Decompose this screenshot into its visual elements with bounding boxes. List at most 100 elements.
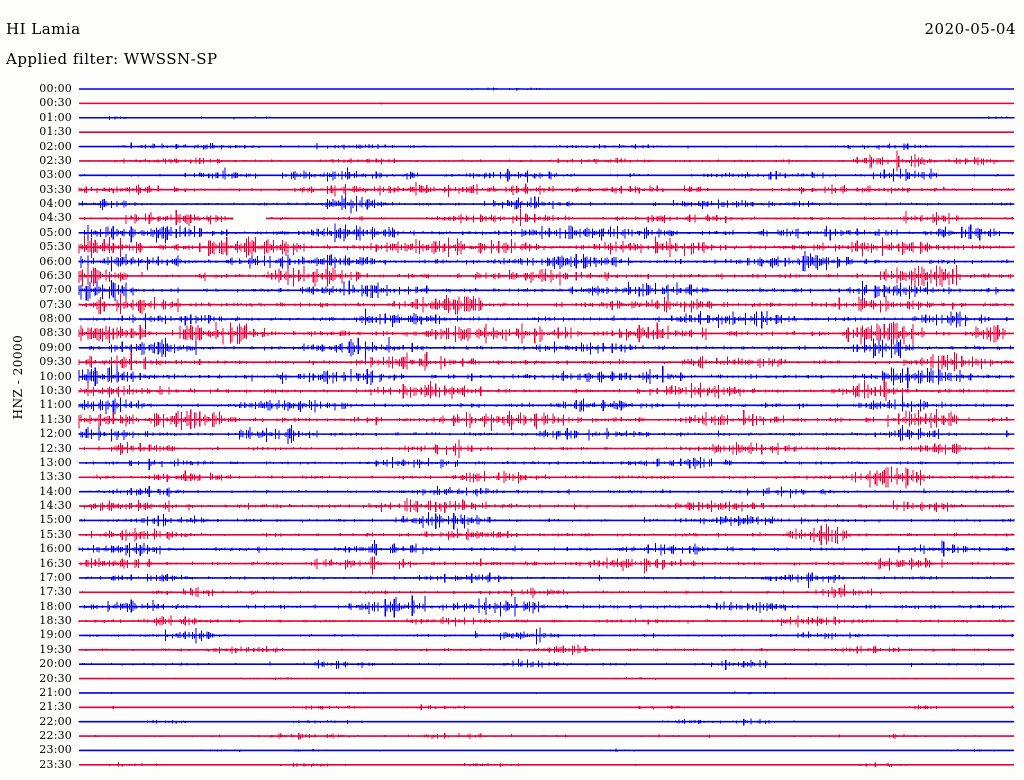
trace-waveform — [78, 322, 1011, 345]
trace-waveform — [78, 308, 1011, 330]
station-title: HI Lamia — [6, 20, 81, 38]
trace-waveform — [82, 584, 1015, 598]
time-label-1830: 18:30 — [39, 614, 72, 628]
trace-waveform — [78, 424, 1015, 445]
trace-waveform — [78, 396, 1013, 416]
time-label-2300: 23:00 — [39, 743, 72, 757]
trace-waveform — [78, 223, 1013, 244]
time-label-1630: 16:30 — [39, 556, 72, 570]
trace-waveform — [91, 748, 995, 753]
time-label-0400: 04:00 — [39, 197, 72, 211]
trace-waveform — [80, 115, 1015, 120]
trace-waveform — [78, 524, 1015, 546]
time-label-0900: 09:00 — [39, 340, 72, 354]
time-label-0930: 09:30 — [39, 355, 72, 369]
record-date: 2020-05-04 — [924, 20, 1016, 38]
time-label-2100: 21:00 — [39, 685, 72, 699]
time-label-1900: 19:00 — [39, 628, 72, 642]
trace-waveform — [82, 102, 948, 105]
trace-waveform — [78, 351, 1013, 372]
time-label-1700: 17:00 — [39, 570, 72, 584]
trace-waveform — [78, 466, 1015, 489]
time-label-1430: 14:30 — [39, 499, 72, 513]
trace-canvas — [78, 87, 1015, 768]
time-label-1500: 15:00 — [39, 513, 72, 527]
time-label-2000: 20:00 — [39, 657, 72, 671]
time-label-1100: 11:00 — [39, 398, 72, 412]
time-label-0230: 02:30 — [39, 153, 72, 167]
helicorder-plot: 00:00 00:30 01:00 01:30 02:00 02:30 03:00 03:30… — [0, 78, 1024, 778]
trace-waveform — [78, 293, 1013, 315]
trace-waveform — [78, 556, 1015, 575]
time-label-1800: 18:00 — [39, 599, 72, 613]
time-label-1000: 10:00 — [39, 369, 72, 383]
time-label-1400: 14:00 — [39, 484, 72, 498]
time-label-0000: 00:00 — [39, 82, 72, 95]
time-label-1600: 16:00 — [39, 542, 72, 556]
time-label-0730: 07:30 — [39, 297, 72, 311]
time-label-0600: 06:00 — [39, 254, 72, 268]
trace-waveform — [78, 540, 1015, 557]
time-label-0130: 01:30 — [39, 125, 72, 139]
trace-waveform — [78, 167, 1015, 183]
trace-waveform — [80, 150, 1015, 172]
trace-waveform — [85, 691, 995, 695]
trace-waveform — [80, 512, 1015, 530]
trace-waveform — [78, 337, 1013, 359]
time-label-0530: 05:30 — [39, 240, 72, 254]
trace-waveform — [82, 498, 1008, 513]
trace-waveform — [445, 87, 559, 91]
time-label-2030: 20:30 — [39, 671, 72, 685]
time-label-1330: 13:30 — [39, 470, 72, 484]
time-label-0800: 08:00 — [39, 312, 72, 326]
trace-waveform — [327, 131, 766, 133]
time-label-2200: 22:00 — [39, 714, 72, 728]
trace-waveform — [78, 142, 1015, 150]
time-label-0330: 03:30 — [39, 182, 72, 196]
time-label-0430: 04:30 — [39, 211, 72, 225]
time-label-2130: 21:30 — [39, 700, 72, 714]
data-gap — [233, 212, 266, 224]
trace-waveform — [78, 182, 1015, 198]
time-label-1530: 15:30 — [39, 527, 72, 541]
trace-waveform — [78, 235, 1015, 258]
trace-waveform — [92, 676, 1015, 680]
time-label-1230: 12:30 — [39, 441, 72, 455]
time-label-1130: 11:30 — [39, 412, 72, 426]
trace-waveform — [80, 704, 1013, 711]
trace-waveform — [80, 485, 1010, 498]
trace-waveform — [80, 595, 1015, 618]
applied-filter-label: Applied filter: WWSSN-SP — [6, 50, 218, 68]
time-label-0830: 08:30 — [39, 326, 72, 340]
trace-waveform — [78, 264, 1013, 287]
time-label-0200: 02:00 — [39, 139, 72, 153]
trace-waveform — [80, 456, 1008, 471]
time-label-1300: 13:00 — [39, 455, 72, 469]
time-label-1930: 19:30 — [39, 642, 72, 656]
trace-waveform — [78, 365, 1015, 388]
time-label-0100: 01:00 — [39, 110, 72, 124]
trace-waveform — [83, 439, 1015, 459]
trace-waveform — [78, 251, 1013, 272]
trace-waveform — [78, 615, 1015, 628]
time-label-1030: 10:30 — [39, 383, 72, 397]
time-label-2230: 22:30 — [39, 729, 72, 743]
trace-waveform — [78, 718, 1010, 726]
time-label-0500: 05:00 — [39, 225, 72, 239]
trace-waveform — [78, 379, 1015, 402]
trace-waveform — [78, 644, 1015, 655]
time-label-0700: 07:00 — [39, 283, 72, 297]
trace-waveform — [82, 208, 1013, 227]
trace-waveform — [78, 732, 1015, 740]
trace-waveform — [78, 195, 1015, 214]
time-label-0030: 00:30 — [39, 96, 72, 110]
trace-waveform — [78, 408, 1015, 431]
trace-waveform — [78, 279, 1015, 302]
trace-waveform — [98, 761, 1008, 768]
trace-waveform — [80, 627, 1013, 645]
time-label-0630: 06:30 — [39, 268, 72, 282]
trace-waveform — [82, 572, 1010, 588]
time-label-1730: 17:30 — [39, 585, 72, 599]
time-label-1200: 12:00 — [39, 427, 72, 441]
